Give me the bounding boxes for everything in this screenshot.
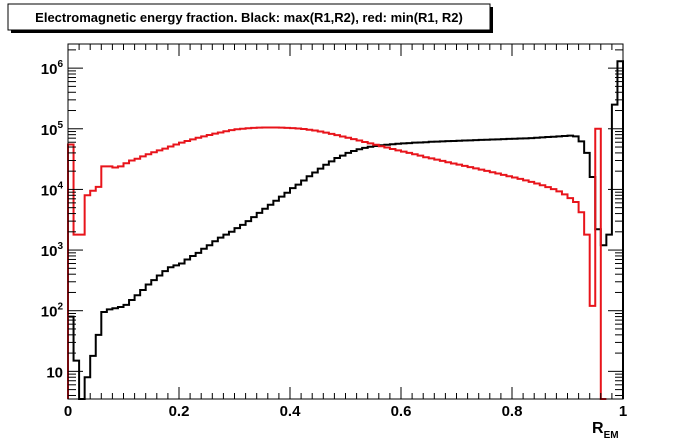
- y-tick-label-base: 10: [41, 61, 58, 78]
- x-axis-label-main: R: [592, 420, 604, 437]
- y-tick-label: 105: [41, 120, 64, 139]
- x-axis-label: REM: [592, 420, 619, 441]
- y-tick-label-base: 10: [46, 364, 63, 381]
- y-tick-label: 102: [41, 302, 64, 321]
- y-tick-label: 104: [41, 180, 64, 199]
- x-axis-label-subscript: EM: [604, 430, 619, 441]
- y-tick-label: 106: [41, 59, 64, 78]
- series-layer: [67, 60, 624, 400]
- chart-title: Electromagnetic energy fraction. Black: …: [35, 10, 463, 25]
- y-tick-label-exponent: 6: [57, 59, 63, 70]
- series-line-0: [67, 60, 624, 400]
- series-line-1: [67, 126, 607, 400]
- y-tick-label: 103: [41, 241, 64, 260]
- y-tick-label-base: 10: [41, 182, 58, 199]
- title-box-frame: [7, 3, 491, 31]
- x-tick-label: 0.2: [169, 403, 190, 420]
- y-tick-label: 10: [46, 364, 63, 381]
- x-tick-label: 0.6: [391, 403, 412, 420]
- y-tick-label-exponent: 5: [57, 120, 63, 131]
- x-tick-label: 0.8: [502, 403, 523, 420]
- x-tick-label: 0: [64, 403, 72, 420]
- y-tick-label-base: 10: [41, 304, 58, 321]
- y-tick-label-base: 10: [41, 243, 58, 260]
- title-box: Electromagnetic energy fraction. Black: …: [7, 3, 493, 33]
- x-tick-label: 1: [619, 403, 627, 420]
- x-tick-label: 0.4: [280, 403, 302, 420]
- y-tick-label-exponent: 2: [57, 302, 63, 313]
- y-tick-label-base: 10: [41, 122, 58, 139]
- plot-frame: [67, 43, 624, 400]
- y-tick-label-exponent: 4: [57, 180, 63, 191]
- x-axis: 0 0.2 0.4 0.6 0.8 1: [64, 44, 627, 420]
- y-tick-label-exponent: 3: [57, 241, 63, 252]
